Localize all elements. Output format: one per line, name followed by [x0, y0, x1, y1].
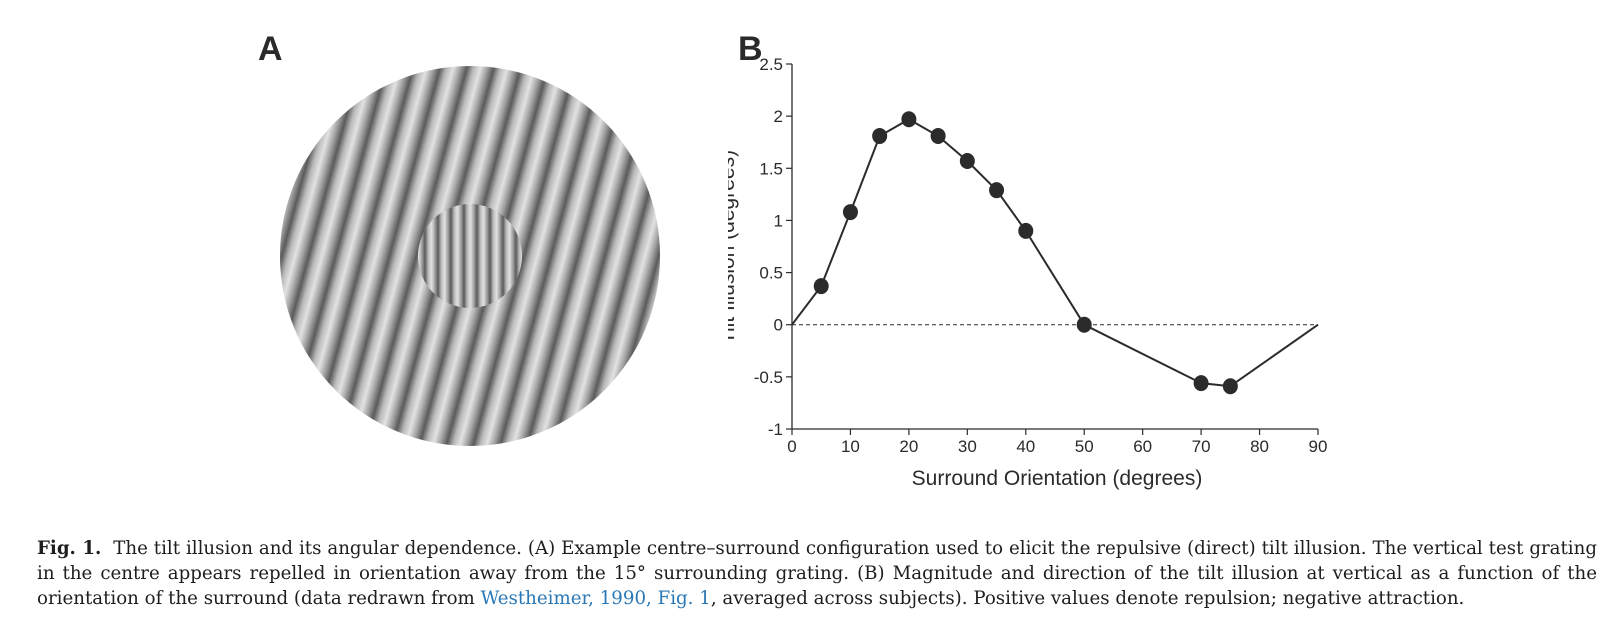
x-tick-label: 70: [1192, 437, 1211, 456]
data-point: [901, 111, 917, 128]
panel-b-label: B: [738, 30, 763, 68]
y-tick-label: 1: [774, 211, 783, 230]
data-point: [842, 204, 858, 221]
x-tick-label: 60: [1133, 437, 1152, 456]
y-tick-label: 1.5: [759, 159, 783, 178]
tilt-illusion-chart: 0 10 20 30 40 50 60 70 80 90 2.5 2 1.5 1 0.5 0 -0.5 -1 Su…: [728, 55, 1328, 490]
figure-number: Fig. 1.: [37, 538, 102, 559]
data-point: [930, 127, 946, 144]
y-tick-label: 0: [774, 316, 783, 335]
y-tick-label: 2: [774, 107, 783, 126]
series-line: [791, 118, 1319, 388]
tilt-illusion-line: [791, 118, 1319, 388]
data-point: [1222, 378, 1238, 395]
x-axis-label: Surround Orientation (degrees): [912, 467, 1203, 490]
citation-link[interactable]: Westheimer, 1990, Fig. 1: [480, 588, 711, 609]
panel-a-label: A: [258, 30, 283, 68]
y-tick-label: -1: [768, 420, 783, 439]
chart-axes: [786, 63, 1319, 435]
figure-caption: Fig. 1. The tilt illusion and its angula…: [37, 536, 1597, 611]
data-point: [989, 182, 1005, 199]
y-axis-label: Tilt Illusion (degrees): [728, 150, 739, 344]
x-tick-label: 10: [841, 437, 860, 456]
y-tick-label: -0.5: [754, 368, 783, 387]
data-point: [1018, 222, 1034, 239]
x-tick-label: 50: [1075, 437, 1094, 456]
data-point: [813, 278, 829, 295]
caption-text: The tilt illusion and its angular depend…: [37, 538, 1597, 609]
series-markers: [813, 111, 1238, 395]
data-point: [959, 152, 975, 169]
data-point: [1076, 316, 1092, 333]
tick-labels: 0 10 20 30 40 50 60 70 80 90 2.5 2 1.5 1 0.5 0 -0.5 -1: [754, 55, 1328, 456]
y-tick-label: 2.5: [759, 55, 783, 74]
x-tick-label: 20: [899, 437, 918, 456]
x-tick-label: 80: [1250, 437, 1269, 456]
caption-text-end: , averaged across subjects). Positive va…: [710, 588, 1465, 609]
centre-surround-grating-image: [280, 66, 660, 446]
x-tick-label: 0: [787, 437, 796, 456]
centre-grating: [418, 204, 522, 308]
y-tick-label: 0.5: [759, 264, 783, 283]
x-tick-label: 30: [958, 437, 977, 456]
x-tick-label: 90: [1309, 437, 1328, 456]
x-tick-label: 40: [1016, 437, 1035, 456]
data-point: [1193, 375, 1209, 392]
data-point: [872, 127, 888, 144]
